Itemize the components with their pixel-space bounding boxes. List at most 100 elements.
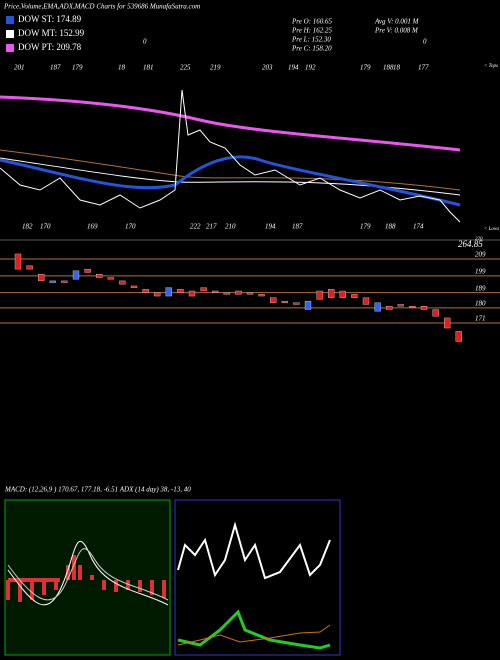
candle-down xyxy=(455,331,462,342)
candle-down xyxy=(270,297,277,303)
legend-swatch xyxy=(6,16,14,24)
stat: Pre L: 152.30 xyxy=(291,36,331,44)
macd-label: MACD: (12,26,9 ) 170.67, 177.18, -6.51 A… xyxy=(4,486,191,494)
candle-down xyxy=(316,290,323,300)
legend-label: DOW PT: 209.78 xyxy=(18,42,82,52)
candle-up xyxy=(304,300,312,310)
candle-down xyxy=(96,274,103,278)
candle-down xyxy=(293,302,300,305)
top-label: 225 xyxy=(180,64,191,72)
top-label: 188 xyxy=(383,64,394,72)
legend-swatch xyxy=(6,30,14,38)
stat: Pre O: 160.65 xyxy=(291,18,332,26)
stat: Pre H: 162.25 xyxy=(291,27,332,35)
top-level-small: 220 xyxy=(475,237,483,242)
candle-down xyxy=(154,292,161,297)
candle-down xyxy=(420,306,428,310)
top-label: 203 xyxy=(262,64,273,72)
low-label: 174 xyxy=(413,223,424,231)
adx-line xyxy=(177,521,331,580)
low-label: 170 xyxy=(40,223,51,231)
volume-stat: Pre V: 0.008 M xyxy=(374,27,419,35)
macd-hist xyxy=(6,555,166,602)
candle-down xyxy=(281,300,288,303)
candle-down xyxy=(200,287,207,292)
candle-down xyxy=(258,294,265,297)
candle-down xyxy=(432,309,439,317)
top-label: 18 xyxy=(393,64,401,72)
top-label: 194 xyxy=(288,64,299,72)
adx-panel xyxy=(174,499,341,656)
low-label: 182 xyxy=(22,223,33,231)
candle-down xyxy=(84,268,91,273)
level-label: 171 xyxy=(475,315,486,323)
legend-label: DOW ST: 174.89 xyxy=(18,14,82,24)
macd-panel xyxy=(4,499,171,656)
di-line xyxy=(177,609,331,650)
low-label: 210 xyxy=(225,223,236,231)
candle-down xyxy=(235,290,242,295)
candle-down xyxy=(409,306,416,308)
ema-line xyxy=(0,149,461,191)
pt-line xyxy=(0,95,461,152)
candle-up xyxy=(72,270,80,280)
level-label: 199 xyxy=(475,267,486,275)
top-label: 179 xyxy=(360,64,371,72)
candle-down xyxy=(386,306,393,310)
signal-line xyxy=(7,548,169,601)
top-label: 18 xyxy=(118,64,126,72)
low-label: 179 xyxy=(360,223,371,231)
legend-label: DOW MT: 152.99 xyxy=(18,28,85,38)
di-line xyxy=(177,624,331,646)
top-label: 187 xyxy=(50,64,61,72)
low-label: 194 xyxy=(265,223,276,231)
candle-down xyxy=(362,297,370,305)
top-level: 264.85 xyxy=(458,239,483,249)
legend-swatch xyxy=(6,44,14,52)
stat: Pre C: 158.20 xyxy=(291,45,332,53)
lows-label: < Lows xyxy=(484,227,499,232)
candle-down xyxy=(177,289,184,293)
ema-line xyxy=(0,155,461,207)
top-label: 177 xyxy=(418,64,429,72)
ema-line xyxy=(0,157,461,196)
level-label: 209 xyxy=(475,251,486,259)
volume-stat: Avg V: 0.001 M xyxy=(374,18,420,26)
candle-down xyxy=(119,280,126,285)
low-label: 222 xyxy=(190,223,201,231)
candle-down xyxy=(130,285,138,288)
top-label: 181 xyxy=(143,64,154,72)
low-label: 187 xyxy=(292,223,303,231)
candle-down xyxy=(444,317,451,329)
top-label: 201 xyxy=(14,64,25,72)
level-label: 189 xyxy=(475,284,486,292)
candle-down xyxy=(14,253,22,270)
candle-down xyxy=(107,277,114,280)
candle-up xyxy=(49,280,56,283)
low-label: 170 xyxy=(125,223,136,231)
low-label: 188 xyxy=(385,223,396,231)
candle-down xyxy=(188,290,196,297)
top-label: 219 xyxy=(210,64,221,72)
tops-label: < Tops xyxy=(484,64,498,69)
title: Price,Volume,EMA,ADX,MACD Charts for 539… xyxy=(3,3,200,11)
candle-down xyxy=(351,294,358,298)
top-label: 179 xyxy=(72,64,83,72)
candle-down xyxy=(26,265,33,270)
candle-up xyxy=(374,302,381,312)
candle-down xyxy=(246,292,254,295)
candle-down xyxy=(339,290,346,298)
candle-down xyxy=(142,289,149,293)
low-label: 169 xyxy=(87,223,98,231)
level-label: 180 xyxy=(475,299,486,307)
zero: 0 xyxy=(423,38,427,46)
price-line xyxy=(0,89,461,223)
candle-down xyxy=(397,304,404,307)
macd-line xyxy=(7,540,169,606)
candle-down xyxy=(61,280,68,283)
zero: 0 xyxy=(143,38,147,46)
candle-down xyxy=(212,290,219,293)
low-label: 217 xyxy=(206,223,217,231)
top-label: 192 xyxy=(305,64,316,72)
